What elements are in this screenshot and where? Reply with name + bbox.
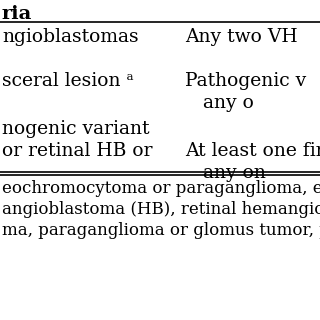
Text: or retinal HB or: or retinal HB or xyxy=(2,142,153,160)
Text: sceral lesion ᵃ: sceral lesion ᵃ xyxy=(2,72,134,90)
Text: nogenic variant: nogenic variant xyxy=(2,120,149,138)
Text: ria: ria xyxy=(2,5,32,23)
Text: Any two VH: Any two VH xyxy=(185,28,298,46)
Text: any o: any o xyxy=(203,94,254,112)
Text: ngioblastomas: ngioblastomas xyxy=(2,28,139,46)
Text: Pathogenic v: Pathogenic v xyxy=(185,72,306,90)
Text: eochromocytoma or paraganglioma, e: eochromocytoma or paraganglioma, e xyxy=(2,180,320,197)
Text: ma, paraganglioma or glomus tumor, p: ma, paraganglioma or glomus tumor, p xyxy=(2,222,320,239)
Text: angioblastoma (HB), retinal hemangio: angioblastoma (HB), retinal hemangio xyxy=(2,201,320,218)
Text: At least one firs: At least one firs xyxy=(185,142,320,160)
Text: any on: any on xyxy=(203,164,266,182)
